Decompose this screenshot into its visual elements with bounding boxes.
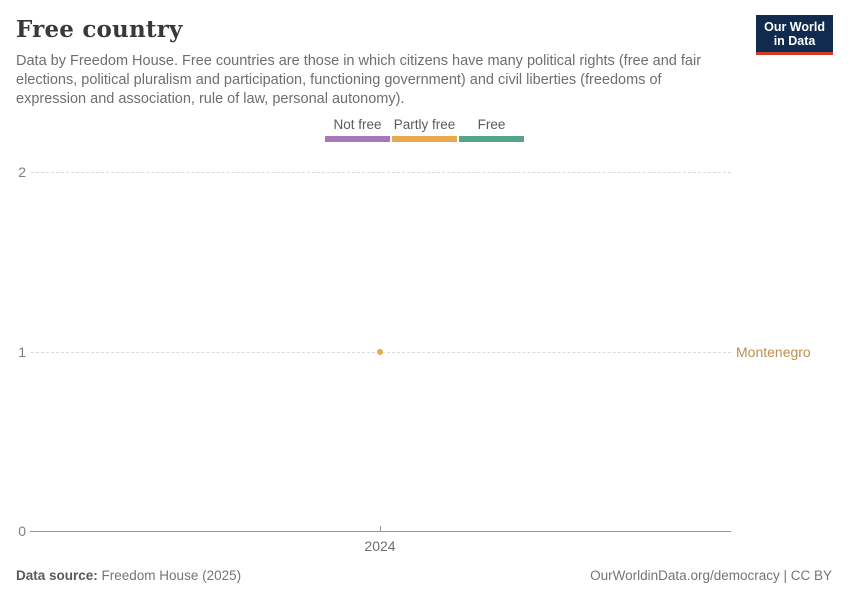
- x-axis-tick-mark: [380, 526, 381, 531]
- x-axis-line: [30, 531, 731, 532]
- legend-item-not-free[interactable]: Not free: [325, 117, 390, 142]
- legend-label: Free: [477, 117, 506, 132]
- y-axis-tick-2: 2: [18, 164, 26, 180]
- gridline-y2: [31, 172, 731, 173]
- legend-item-free[interactable]: Free: [459, 117, 524, 142]
- owid-logo-line1: Our World: [764, 20, 825, 34]
- data-point-montenegro-2024[interactable]: [377, 349, 383, 355]
- legend-item-partly-free[interactable]: Partly free: [392, 117, 457, 142]
- data-source-value: Freedom House (2025): [97, 568, 242, 583]
- chart-footer: Data source: Freedom House (2025) OurWor…: [16, 568, 832, 583]
- owid-logo-line2: in Data: [773, 34, 816, 48]
- chart-subtitle: Data by Freedom House. Free countries ar…: [16, 53, 702, 107]
- y-axis-tick-1: 1: [18, 344, 26, 360]
- chart-header: Free country Data by Freedom House. Free…: [16, 16, 834, 109]
- legend-label: Not free: [333, 117, 382, 132]
- page-title: Free country: [16, 16, 183, 43]
- footer-link[interactable]: OurWorldinData.org/democracy | CC BY: [590, 568, 832, 583]
- legend: Not free Partly free Free: [325, 117, 524, 142]
- owid-logo[interactable]: Our World in Data: [756, 15, 833, 55]
- entity-label-montenegro[interactable]: Montenegro: [736, 344, 811, 360]
- legend-swatch-free: [459, 136, 524, 142]
- legend-label: Partly free: [393, 117, 456, 132]
- legend-swatch-not-free: [325, 136, 390, 142]
- legend-swatch-partly-free: [392, 136, 457, 142]
- data-source-label: Data source:: [16, 568, 98, 583]
- x-axis-tick-2024: 2024: [364, 538, 396, 554]
- data-source: Data source: Freedom House (2025): [16, 568, 241, 583]
- y-axis-tick-0: 0: [18, 523, 26, 539]
